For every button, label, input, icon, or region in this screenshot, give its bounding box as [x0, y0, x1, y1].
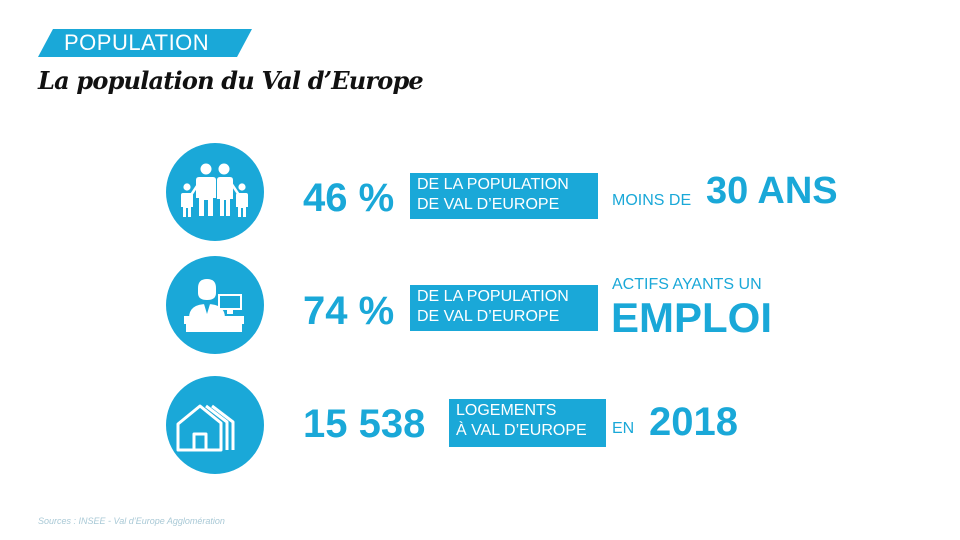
stat-description-box: DE LA POPULATION DE VAL D’EUROPE	[410, 173, 598, 219]
stat-suffix-big: EMPLOI	[611, 294, 773, 341]
family-icon	[181, 163, 248, 217]
stat-description-line2: DE VAL D’EUROPE	[417, 308, 560, 325]
stat-description-line1: DE LA POPULATION	[417, 288, 569, 305]
stat-suffix-small: MOINS DE	[612, 192, 692, 209]
stat-suffix-small: EN	[612, 420, 635, 437]
stat-description-line2: DE VAL D’EUROPE	[417, 196, 560, 213]
stat-description-line1: DE LA POPULATION	[417, 176, 569, 193]
stat-suffix-small: ACTIFS AYANTS UN	[612, 276, 762, 293]
stat-value: 46 %	[303, 176, 395, 220]
stat-description-box: DE LA POPULATION DE VAL D’EUROPE	[410, 285, 598, 331]
stat-suffix-big: 2018	[649, 400, 738, 444]
stat-description-box: LOGEMENTS À VAL D’EUROPE	[449, 399, 606, 447]
stat-description-line2: À VAL D’EUROPE	[456, 422, 587, 439]
houses-icon-circle	[166, 376, 264, 474]
stat-suffix-big: 30 ANS	[706, 170, 838, 212]
stat-value: 74 %	[303, 289, 395, 333]
houses-icon	[176, 404, 235, 452]
office-worker-icon	[184, 279, 244, 332]
stat-value: 15 538	[303, 402, 426, 446]
source-note: Sources : INSEE - Val d’Europe Aggloméra…	[38, 516, 225, 526]
page-title: La population du Val d’Europe	[38, 66, 424, 95]
office-icon-circle	[166, 256, 264, 354]
stat-description-line1: LOGEMENTS	[456, 402, 557, 419]
family-icon-circle	[166, 143, 264, 241]
section-tag-label: POPULATION	[64, 30, 210, 55]
section-tag	[38, 29, 252, 57]
